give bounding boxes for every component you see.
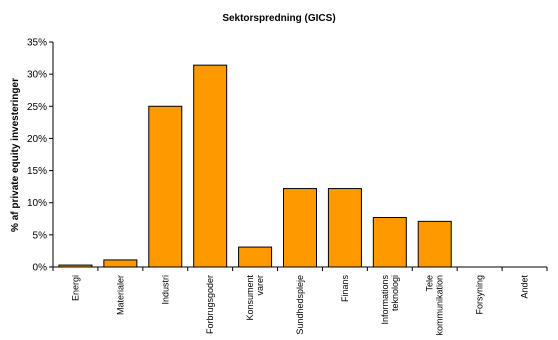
bar-informations-teknologi bbox=[372, 217, 407, 268]
x-tick-label: Industri bbox=[160, 275, 170, 305]
x-tick-label: Informationsteknologi bbox=[380, 275, 400, 325]
x-tick-label: Sundhedspleje bbox=[295, 275, 305, 335]
x-tick-label: Materialer bbox=[115, 275, 125, 315]
x-tick-label: Forsyning bbox=[475, 275, 485, 315]
x-tick-label: Konsumentvarer bbox=[245, 275, 265, 321]
x-tick-label: Telekommunikation bbox=[425, 275, 445, 336]
bar-forbrugsgoder bbox=[193, 64, 228, 268]
y-tick-label: 30% bbox=[27, 70, 47, 81]
bar-materialer bbox=[103, 259, 138, 268]
bar-konsument-varer bbox=[238, 246, 273, 268]
bars-group bbox=[58, 64, 452, 268]
chart-title: Sektorspredning (GICS) bbox=[222, 13, 335, 24]
y-tick-label: 0% bbox=[33, 263, 48, 274]
y-tick-label: 5% bbox=[33, 230, 48, 241]
x-tick-label: Finans bbox=[340, 275, 350, 303]
y-axis: 0% 5% 10% 15% 20% 25% 30% 35% bbox=[27, 38, 54, 274]
y-tick-label: 20% bbox=[27, 134, 47, 145]
x-tick-label: Forbrugsgoder bbox=[205, 275, 215, 334]
x-axis: Energi Materialer Industri Forbrugsgoder Kon… bbox=[52, 266, 548, 336]
y-tick-label: 10% bbox=[27, 198, 47, 209]
y-tick-label: 15% bbox=[27, 166, 47, 177]
bar-tele-kommunikation bbox=[417, 220, 452, 268]
x-tick-label: Andet bbox=[520, 275, 530, 299]
x-tick-label: Energi bbox=[70, 275, 80, 301]
bar-sundhedspleje bbox=[283, 188, 317, 268]
bar-industri bbox=[148, 105, 183, 268]
y-tick-label: 25% bbox=[27, 102, 47, 113]
y-tick-label: 35% bbox=[27, 38, 47, 49]
bar-finans bbox=[327, 188, 362, 268]
y-axis-label: % af private equity investeringer bbox=[10, 78, 21, 232]
